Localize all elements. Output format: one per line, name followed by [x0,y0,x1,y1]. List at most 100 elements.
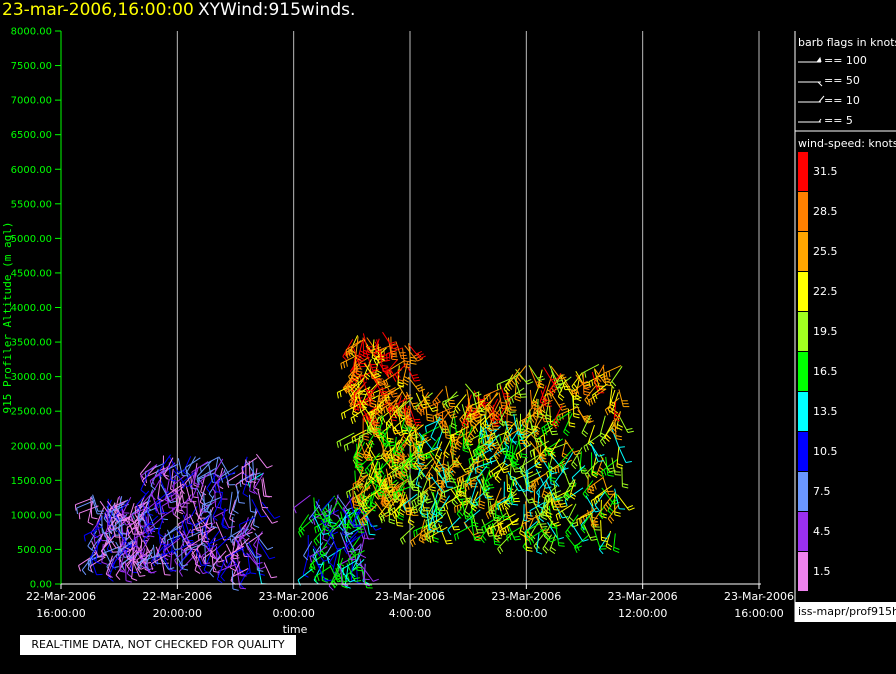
wind-barb-flag [357,483,362,490]
wind-barb [196,492,202,512]
wind-barb-flag [483,525,487,532]
wind-barb-flag [161,511,168,514]
wind-barb-flag [363,452,369,458]
y-tick-label: 6500.00 [11,130,52,141]
wind-barb-flag [524,418,527,425]
wind-barb-flag [93,533,99,539]
wind-barb-flag [508,398,512,405]
wind-barb [366,416,376,437]
y-tick-label: 5500.00 [11,199,52,210]
wind-barb-flag [428,471,434,477]
wind-barb-flag [440,486,445,492]
wind-barb-flag [134,506,137,514]
wind-barb-flag [525,378,532,383]
wind-barb [360,369,379,378]
wind-barb-flag [379,359,386,363]
wind-barb-flag [430,406,437,410]
wind-barb-flag [402,381,409,386]
wind-barb-flag [559,393,565,399]
wind-barb [220,465,239,478]
wind-barb-flag [134,537,137,544]
wind-barb-flag [322,538,329,543]
wind-barb [120,518,123,538]
wind-barb-flag [395,410,400,417]
wind-barb-flag [607,407,611,414]
wind-barb [529,440,550,452]
wind-barb-flag [571,464,577,470]
wind-barb-flag [333,580,338,587]
wind-barb-flag [108,512,111,519]
wind-barb-flag [373,359,378,366]
wind-barb-flag [429,486,436,489]
wind-barb-flag [416,350,423,355]
wind-barb-flag [605,372,608,379]
wind-barb-flag [402,536,406,543]
wind-barb-flag [449,481,456,483]
wind-barb [563,479,574,497]
wind-barb-flag [233,509,239,514]
wind-barb-flag [591,395,596,401]
wind-barb [132,528,136,546]
wind-barb-flag [180,547,186,553]
wind-barb [247,555,251,574]
wind-barb [385,481,399,498]
wind-barb-flag [502,516,509,518]
wind-barb-flag [230,567,236,572]
wind-barb [223,469,230,486]
wind-barb-flag [388,521,395,525]
wind-barb-flag [541,516,548,521]
wind-barb-flag [618,446,625,448]
wind-barb-flag [377,357,384,361]
wind-barb-flag [136,504,141,511]
wind-barb-flag [229,512,235,516]
wind-barb-flag [366,504,371,510]
wind-barb-flag [250,572,257,575]
wind-barb-flag [403,467,408,473]
wind-barb-flag [388,352,391,359]
wind-barb-flag [557,466,560,473]
wind-barb-flag [87,560,90,567]
x-tick-label-time: 12:00:00 [618,607,667,620]
wind-barb-flag [398,514,405,518]
wind-barb-flag [454,534,457,541]
wind-barb [345,339,364,354]
wind-barb-flag [475,393,482,397]
wind-barb [601,487,615,505]
wind-barb-flag [177,510,184,515]
wind-barb-flag [244,532,251,538]
wind-barb [239,517,256,525]
wind-barb-flag [421,513,428,516]
x-axis-label: time [283,623,308,636]
wind-barb-flag [368,427,374,433]
wind-barb-flag [197,534,200,542]
wind-barb-flag [563,431,569,437]
wind-barb [143,527,156,540]
wind-barb-flag [122,513,128,519]
wind-barb-flag [486,458,493,461]
wind-barb-flag [571,388,578,392]
wind-barb [547,522,559,540]
wind-barb [454,525,473,536]
wind-barb [432,389,444,403]
wind-barb [348,550,365,560]
wind-barb-flag [506,454,513,457]
wind-barb [467,397,470,417]
wind-barb-flag [461,416,466,423]
wind-barb [210,509,213,527]
wind-barb-flag [541,395,548,401]
wind-barb [480,425,485,445]
wind-barb [587,424,595,444]
wind-barb [330,564,340,584]
wind-barb-flag [573,390,577,397]
wind-barb-flag [355,580,362,582]
wind-barb-flag [353,416,356,423]
wind-barb-flag [142,534,149,539]
wind-barb-flag [544,531,551,534]
wind-barb [505,488,518,503]
wind-barb [212,509,229,519]
speed-legend-label: 13.5 [813,405,838,418]
wind-barb-flag [379,383,386,387]
wind-barb-flag [408,462,412,468]
wind-barb-flag [356,562,362,567]
wind-barb-flag [504,527,508,534]
